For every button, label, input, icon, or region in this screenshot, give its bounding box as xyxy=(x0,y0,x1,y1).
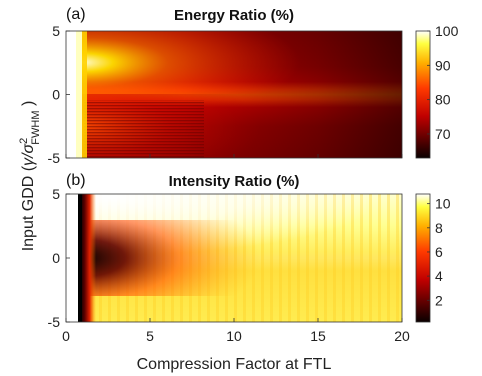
colorbar-tick-label: 10 xyxy=(435,196,451,212)
colorbar-tick-label: 2 xyxy=(435,292,443,308)
colorbar-a xyxy=(415,30,431,159)
colorbar-tick-label: 80 xyxy=(435,92,451,108)
colorbar-tick-label: 4 xyxy=(435,268,443,284)
y-tick-label: -5 xyxy=(48,314,61,330)
y-tick-label: 5 xyxy=(52,186,60,202)
y-tick-label: 0 xyxy=(52,87,60,103)
y-axis-label-sub: FWHM xyxy=(30,110,42,144)
x-axis-label: Compression Factor at FTL xyxy=(137,356,332,373)
colorbar-tick-label: 8 xyxy=(435,220,443,236)
panel-label-a: (a) xyxy=(66,6,86,23)
colorbar-tick-label: 70 xyxy=(435,126,451,142)
panel-label-b: (b) xyxy=(66,172,86,189)
y-axis-label-sup: 2 xyxy=(18,138,30,144)
x-tick-label: 5 xyxy=(146,328,154,344)
y-axis-label-symbol: γ/σ xyxy=(20,142,37,165)
chart-title-a: Energy Ratio (%) xyxy=(174,7,294,24)
colorbar-tick-label: 100 xyxy=(435,23,459,39)
heatmap-a xyxy=(66,31,402,158)
colorbar-tick-label: 6 xyxy=(435,244,443,260)
y-tick-label: 0 xyxy=(52,250,60,266)
x-tick-label: 20 xyxy=(394,328,410,344)
x-tick-label: 15 xyxy=(310,328,326,344)
y-axis-label-end: ) xyxy=(20,101,37,111)
colorbar-b xyxy=(415,193,431,323)
heatmap-b xyxy=(66,194,402,322)
y-axis-label: Input GDD (γ/σ2FWHM ) xyxy=(18,101,42,252)
x-tick-label: 0 xyxy=(62,328,70,344)
chart-title-b: Intensity Ratio (%) xyxy=(169,173,300,190)
y-tick-label: -5 xyxy=(48,150,61,166)
y-axis-label-main: Input GDD ( xyxy=(20,165,37,251)
x-tick-label: 10 xyxy=(226,328,242,344)
colorbar-tick-label: 90 xyxy=(435,57,451,73)
y-tick-label: 5 xyxy=(52,23,60,39)
